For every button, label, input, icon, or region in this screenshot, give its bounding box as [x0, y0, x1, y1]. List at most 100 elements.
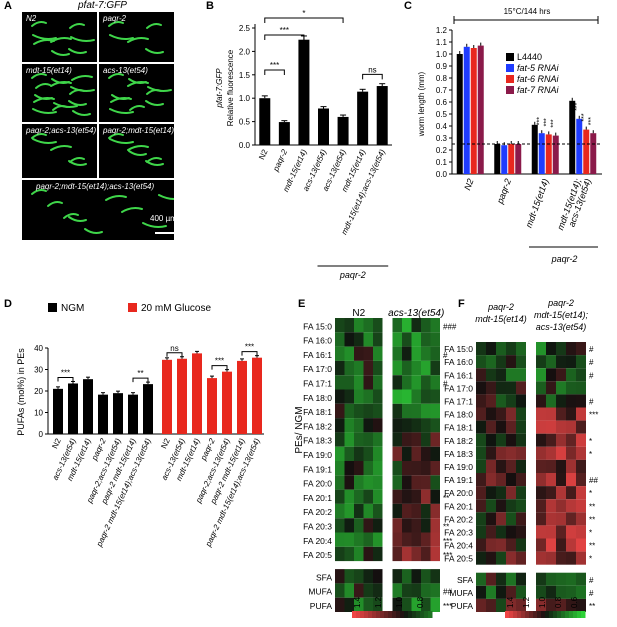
heatmap-cell	[430, 432, 440, 447]
heatmap-cell	[516, 598, 526, 612]
heatmap-cell	[556, 459, 566, 473]
heatmap-cell	[506, 572, 516, 586]
heatmap-cell	[556, 368, 566, 382]
heatmap-cell	[402, 532, 412, 547]
x-tick-label: paqr-2	[271, 148, 290, 174]
heatmap-cell	[344, 446, 354, 461]
bar	[494, 144, 501, 174]
column-label: N2	[352, 308, 365, 319]
legend-swatch	[506, 75, 514, 83]
heatmap-cell	[536, 585, 546, 599]
heatmap-cell	[506, 459, 516, 473]
heatmap-cell	[411, 418, 421, 433]
row-stars: #	[589, 345, 594, 354]
colorbar-segment	[376, 611, 381, 618]
heatmap-cell	[486, 473, 496, 487]
colorbar-tick-label: 1.2	[374, 596, 383, 608]
heatmap-cell	[430, 475, 440, 490]
heatmap-cell	[354, 403, 364, 419]
heatmap-cell	[536, 473, 546, 487]
heatmap-cell	[506, 473, 516, 487]
bar	[531, 124, 538, 174]
heatmap-cell	[516, 368, 526, 382]
bar	[463, 46, 470, 174]
row-label: FA 19:1	[303, 464, 332, 474]
heatmap-cell	[576, 585, 586, 599]
colorbar-segment	[412, 611, 417, 618]
y-tick-label: 10	[34, 409, 43, 418]
worm-shape	[147, 86, 172, 92]
heatmap-cell	[546, 381, 556, 395]
heatmap-cell	[566, 512, 576, 526]
colorbar-segment	[360, 611, 365, 618]
heatmap-cell	[506, 551, 516, 565]
worm-fluorescence	[31, 73, 95, 116]
heatmap-cell	[363, 389, 373, 404]
row-stars: **	[589, 542, 595, 551]
heatmap-cell	[402, 446, 412, 461]
heatmap-cell	[354, 597, 364, 612]
colorbar-tick-label: 0.6	[570, 596, 579, 608]
heatmap-cell	[392, 583, 402, 598]
row-label: PUFA	[310, 601, 333, 611]
y-tick-label: 0.4	[436, 122, 448, 131]
heatmap-cell	[335, 546, 345, 562]
row-label: FA 17:1	[303, 379, 332, 389]
heatmap-cell	[556, 572, 566, 586]
row-stars: #	[443, 351, 448, 360]
heatmap-cell	[516, 473, 526, 487]
worm-shape	[51, 78, 70, 84]
heatmap-cell	[411, 489, 421, 504]
heatmap-cell	[421, 546, 431, 562]
heatmap-cell	[392, 569, 402, 584]
row-label: FA 15:0	[444, 344, 473, 354]
row-label: FA 17:0	[303, 364, 332, 374]
y-tick-label: 2.5	[239, 24, 251, 33]
heatmap-cell	[546, 585, 556, 599]
heatmap-cell	[486, 355, 496, 369]
heatmap-cell	[363, 518, 373, 533]
bar	[83, 379, 93, 434]
heatmap-cell	[516, 572, 526, 586]
row-stars: **	[589, 502, 595, 511]
heatmap-cell	[363, 489, 373, 504]
scale-bar-label: 400 µm	[150, 214, 177, 223]
heatmap-cell	[363, 546, 373, 562]
legend-label: fat-7 RNAi	[517, 85, 560, 95]
heatmap-cell	[335, 461, 345, 476]
heatmap-cell	[344, 360, 354, 376]
heatmap-cell	[506, 368, 516, 382]
heatmap-cell	[392, 389, 402, 404]
colorbar-segment	[388, 611, 393, 618]
heatmap-cell	[354, 461, 364, 476]
heatmap-cell	[430, 360, 440, 376]
bar	[515, 144, 522, 174]
heatmap-cell	[430, 532, 440, 547]
heatmap-cell	[354, 532, 364, 547]
column-label: acs-13(et54)	[388, 308, 444, 319]
heatmap-cell	[486, 368, 496, 382]
heatmap-cell	[430, 546, 440, 562]
heatmap-cell	[496, 538, 506, 552]
heatmap-cell	[496, 551, 506, 565]
worm-shape	[127, 37, 149, 43]
heatmap-cell	[476, 433, 486, 447]
heatmap-cell	[496, 512, 506, 526]
column-label: mdt-15(et14)	[475, 314, 527, 324]
heatmap-cell	[576, 473, 586, 487]
heatmap-cell	[546, 512, 556, 526]
heatmap-cell	[496, 342, 506, 356]
microscopy-label: acs-13(et54)	[103, 66, 148, 75]
heatmap-cell	[506, 525, 516, 539]
panel-a-title: pfat-7:GFP	[78, 0, 127, 11]
worm-fluorescence	[108, 133, 164, 166]
heatmap-cell	[411, 461, 421, 476]
colorbar-segment	[581, 611, 586, 618]
significance-bracket	[166, 352, 183, 357]
heatmap-cell	[546, 420, 556, 434]
heatmap-cell	[411, 583, 421, 598]
heatmap-cell	[430, 375, 440, 390]
heatmap-cell	[506, 538, 516, 552]
heatmap-cell	[556, 446, 566, 460]
heatmap-cell	[421, 503, 431, 519]
